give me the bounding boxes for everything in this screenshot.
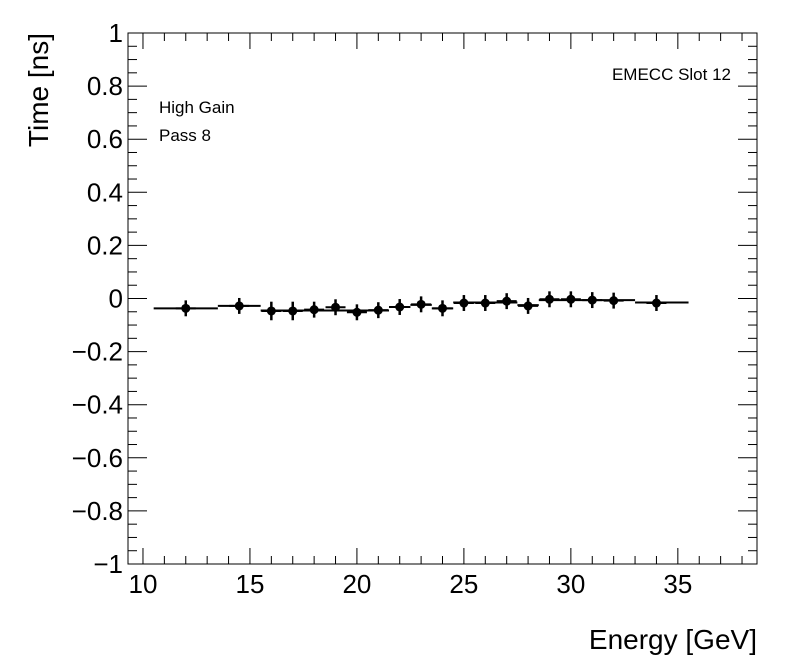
data-point: [603, 292, 624, 309]
x-tick-label: 30: [556, 569, 585, 599]
point-marker: [352, 307, 362, 317]
data-point: [518, 297, 539, 314]
data-point: [475, 295, 496, 311]
gain-annotation: High Gain: [159, 98, 235, 117]
y-tick-label: 0.2: [87, 230, 123, 260]
point-marker: [438, 303, 447, 313]
point-marker: [480, 298, 490, 308]
x-tick-label: 15: [235, 569, 264, 599]
point-marker: [566, 294, 576, 304]
y-tick-label: 0.6: [87, 124, 123, 154]
point-marker: [373, 305, 383, 315]
point-marker: [266, 306, 276, 316]
data-point: [539, 291, 560, 308]
x-tick-label: 35: [663, 569, 692, 599]
data-point: [368, 302, 389, 319]
x-tick-label: 10: [129, 569, 158, 599]
data-point: [304, 301, 325, 318]
y-tick-label: 1: [109, 18, 123, 48]
x-tick-label: 20: [342, 569, 371, 599]
y-tick-label: −0.4: [72, 390, 123, 420]
data-point: [325, 299, 346, 316]
y-tick-label: 0: [109, 284, 123, 314]
data-point: [261, 301, 282, 321]
y-tick-label: 0.4: [87, 177, 123, 207]
data-points: [175, 291, 667, 321]
data-point: [496, 293, 517, 310]
y-axis-ticks: −1 −0.8 −0.6 −0.4 −0.2 0 0.2 0.4 0.6 0.8 1: [72, 18, 757, 579]
y-tick-label: −1: [93, 549, 123, 579]
x-axis-ticks: 10 15 20 25 30 35: [129, 33, 743, 599]
point-marker: [459, 298, 469, 308]
y-tick-label: −0.6: [72, 443, 123, 473]
point-marker: [651, 298, 661, 308]
data-point: [346, 304, 367, 321]
x-tick-label: 25: [449, 569, 478, 599]
point-marker: [587, 295, 597, 305]
pass-annotation: Pass 8: [159, 126, 211, 145]
point-marker: [502, 296, 512, 306]
x-axis-title: Energy [GeV]: [589, 624, 757, 655]
y-axis-title: Time [ns]: [23, 33, 54, 147]
data-point: [175, 300, 196, 317]
data-point: [389, 299, 410, 315]
y-tick-label: −0.2: [72, 337, 123, 367]
data-point: [432, 300, 453, 317]
y-tick-label: 0.8: [87, 71, 123, 101]
data-point: [646, 295, 667, 311]
point-marker: [523, 301, 533, 311]
point-marker: [395, 302, 405, 312]
data-point: [560, 291, 581, 308]
data-point: [229, 297, 250, 314]
data-point: [453, 295, 474, 311]
point-marker: [181, 303, 191, 313]
point-marker: [288, 306, 298, 316]
point-marker: [234, 301, 244, 311]
slot-annotation: EMECC Slot 12: [612, 65, 731, 84]
data-point: [411, 296, 432, 313]
point-marker: [544, 294, 554, 304]
point-marker: [416, 299, 426, 309]
y-tick-label: −0.8: [72, 496, 123, 526]
data-point: [582, 292, 603, 309]
point-marker: [309, 305, 319, 315]
data-point: [282, 301, 303, 321]
point-marker: [609, 296, 619, 306]
point-marker: [331, 302, 341, 312]
